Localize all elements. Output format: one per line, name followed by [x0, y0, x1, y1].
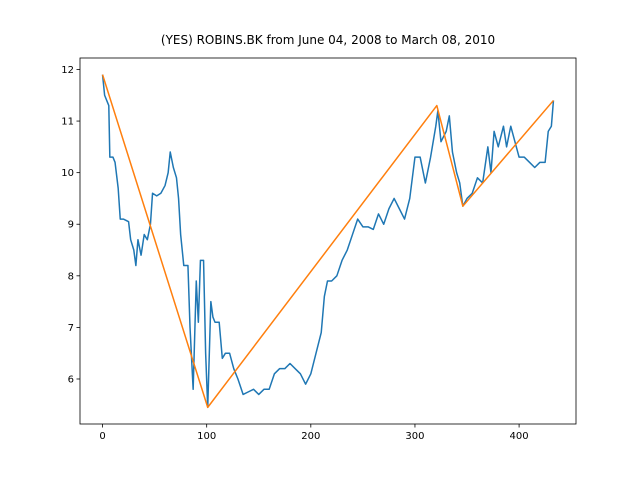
x-tick-label: 100 [197, 431, 216, 442]
y-tick-label: 11 [61, 117, 74, 128]
x-tick-label: 200 [301, 431, 320, 442]
y-tick-label: 12 [61, 65, 74, 76]
line-series [101, 74, 555, 409]
y-tick-label: 6 [68, 374, 74, 385]
x-tick-label: 0 [99, 431, 105, 442]
plot-frame [79, 57, 577, 425]
y-tick-label: 10 [61, 168, 74, 179]
chart-title: (YES) ROBINS.BK from June 04, 2008 to Ma… [161, 33, 495, 47]
y-tick-label: 8 [68, 271, 74, 282]
x-tick-label: 400 [510, 431, 529, 442]
line-series [101, 74, 555, 409]
y-tick-label: 9 [68, 220, 74, 231]
x-tick-label: 300 [405, 431, 424, 442]
y-tick-label: 7 [68, 323, 74, 334]
